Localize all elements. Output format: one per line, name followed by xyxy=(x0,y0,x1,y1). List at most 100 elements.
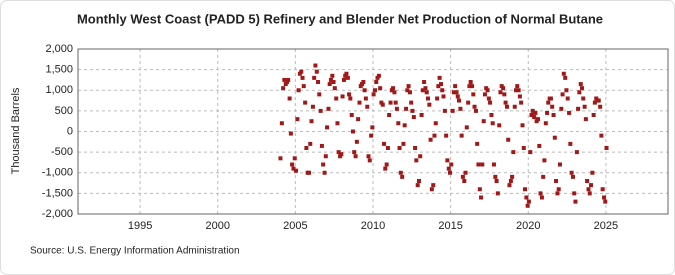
point xyxy=(374,80,379,84)
point xyxy=(468,80,473,84)
point xyxy=(293,168,298,173)
point xyxy=(464,125,469,130)
point xyxy=(451,90,456,95)
point xyxy=(466,100,471,105)
y-tick-label: 1,500 xyxy=(45,64,73,76)
point xyxy=(362,88,367,93)
point xyxy=(415,183,420,188)
point xyxy=(375,75,380,80)
point xyxy=(323,154,328,159)
point xyxy=(328,77,333,82)
point xyxy=(340,94,345,99)
point xyxy=(517,94,522,99)
point xyxy=(352,150,357,155)
x-tick-label: 1995 xyxy=(128,220,152,232)
point xyxy=(459,133,464,138)
point xyxy=(344,71,349,76)
point xyxy=(579,86,584,91)
point xyxy=(425,96,430,101)
point xyxy=(507,183,512,188)
point xyxy=(436,84,441,89)
point xyxy=(437,75,442,80)
x-tick-label: 2020 xyxy=(516,220,540,232)
point xyxy=(319,143,324,148)
point xyxy=(594,96,599,101)
point xyxy=(373,88,378,93)
point xyxy=(504,104,509,109)
point xyxy=(402,123,407,128)
point xyxy=(338,154,343,159)
point xyxy=(409,100,414,105)
point xyxy=(286,77,291,82)
point xyxy=(367,158,372,163)
point xyxy=(406,84,411,89)
point xyxy=(310,104,315,109)
point xyxy=(596,98,601,103)
point xyxy=(587,191,592,196)
point xyxy=(316,80,321,84)
point xyxy=(284,80,289,84)
x-tick-label: 2000 xyxy=(205,220,229,232)
point xyxy=(453,84,458,89)
y-tick-label: -2,000 xyxy=(42,208,73,220)
x-tick-label: 2025 xyxy=(594,220,618,232)
point xyxy=(491,162,496,167)
point xyxy=(529,113,534,117)
point xyxy=(475,141,480,146)
point xyxy=(467,84,472,89)
point xyxy=(339,152,344,157)
point xyxy=(506,137,511,142)
point xyxy=(541,174,546,179)
point xyxy=(561,71,566,76)
point xyxy=(543,121,548,126)
y-tick-label: -500 xyxy=(51,146,73,158)
point xyxy=(291,166,296,171)
point xyxy=(331,80,336,84)
point xyxy=(350,129,355,134)
point xyxy=(296,88,301,93)
point xyxy=(407,90,412,95)
point xyxy=(516,88,521,93)
point xyxy=(449,162,454,167)
point xyxy=(336,150,341,155)
point xyxy=(583,117,588,122)
point xyxy=(393,100,398,105)
point xyxy=(389,88,394,93)
point xyxy=(300,75,305,80)
x-tick-label: 2005 xyxy=(283,220,307,232)
point xyxy=(418,154,423,159)
point xyxy=(479,195,484,200)
point xyxy=(519,100,524,105)
point xyxy=(304,146,309,150)
point xyxy=(366,154,371,159)
point xyxy=(440,88,445,93)
point xyxy=(312,75,317,80)
point xyxy=(299,69,304,74)
point xyxy=(308,141,313,146)
point xyxy=(413,146,418,150)
point xyxy=(431,183,436,188)
point xyxy=(472,104,477,109)
source: Source: U.S. Energy Information Administ… xyxy=(30,246,240,257)
point xyxy=(602,195,607,200)
point xyxy=(515,84,520,89)
point xyxy=(599,133,604,138)
point xyxy=(313,63,318,68)
point xyxy=(542,158,547,163)
point xyxy=(343,73,348,78)
point xyxy=(552,135,557,140)
point xyxy=(486,96,491,101)
point xyxy=(546,100,551,105)
y-tick-label: -1,500 xyxy=(42,187,73,199)
point xyxy=(330,73,335,78)
point xyxy=(411,115,416,120)
point xyxy=(419,113,424,117)
point xyxy=(510,174,515,179)
point xyxy=(534,119,539,124)
point xyxy=(554,179,559,183)
point xyxy=(383,166,388,171)
point xyxy=(445,158,450,163)
point xyxy=(345,75,350,80)
point xyxy=(371,92,376,97)
point xyxy=(574,150,579,155)
